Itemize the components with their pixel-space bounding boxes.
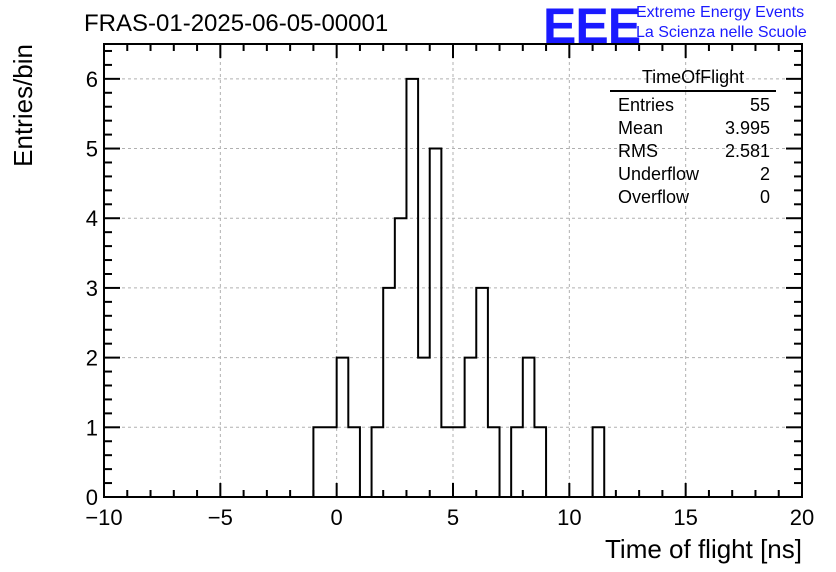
y-tick-label: 4 — [86, 206, 98, 231]
y-tick-label: 2 — [86, 346, 98, 371]
histogram-bin — [430, 149, 442, 497]
x-tick-label: 5 — [447, 505, 459, 530]
x-tick-label: 20 — [790, 505, 814, 530]
histogram-bin — [476, 288, 488, 497]
histogram-bin — [488, 427, 500, 497]
histogram-bin — [534, 427, 546, 497]
y-tick-label: 6 — [86, 67, 98, 92]
stats-rows: Entries 55 Mean 3.995 RMS 2.581 Underflow 2 Over… — [610, 94, 776, 209]
stat-row-overflow: Overflow 0 — [610, 186, 776, 209]
x-tick-label: 10 — [557, 505, 581, 530]
stat-row-mean: Mean 3.995 — [610, 117, 776, 140]
stat-value: 3.995 — [724, 118, 770, 138]
y-tick-label: 3 — [86, 276, 98, 301]
stat-label: RMS — [618, 141, 658, 161]
histogram-bin — [383, 288, 395, 497]
plot-title: FRAS-01-2025-06-05-00001 — [84, 10, 389, 37]
stat-value: 0 — [759, 187, 770, 207]
x-tick-label: 0 — [331, 505, 343, 530]
histogram-bin — [511, 427, 523, 497]
stat-value: 2 — [759, 164, 770, 184]
stat-row-entries: Entries 55 — [610, 94, 776, 117]
y-tick-label: 5 — [86, 137, 98, 162]
histogram-bin — [313, 427, 325, 497]
stat-value: 55 — [749, 95, 770, 115]
stat-value: 2.581 — [724, 141, 770, 161]
histogram-bin — [325, 427, 337, 497]
org-name-line2: La Scienza nelle Scuole — [636, 24, 807, 41]
stats-title: TimeOfFlight — [610, 66, 776, 92]
stat-label: Entries — [618, 95, 675, 115]
stat-label: Mean — [618, 118, 664, 138]
histogram-bin — [441, 427, 453, 497]
x-axis-title: Time of flight [ns] — [605, 534, 802, 564]
x-tick-label: −5 — [208, 505, 233, 530]
stats-box: TimeOfFlight Entries 55 Mean 3.995 RMS 2.581 U… — [610, 66, 776, 209]
histogram-bin — [453, 427, 465, 497]
y-tick-label: 0 — [86, 485, 98, 510]
stat-row-rms: RMS 2.581 — [610, 140, 776, 163]
stat-row-underflow: Underflow 2 — [610, 163, 776, 186]
histogram-bin — [593, 427, 605, 497]
y-axis-title: Entries/bin — [8, 44, 38, 167]
histogram-bin — [348, 427, 360, 497]
stat-label: Overflow — [618, 187, 690, 207]
y-tick-label: 1 — [86, 415, 98, 440]
x-tick-label: −10 — [85, 505, 122, 530]
histogram-bin — [372, 427, 384, 497]
x-tick-label: 15 — [673, 505, 697, 530]
stat-label: Underflow — [618, 164, 700, 184]
org-name-line1: Extreme Energy Events — [636, 4, 805, 21]
